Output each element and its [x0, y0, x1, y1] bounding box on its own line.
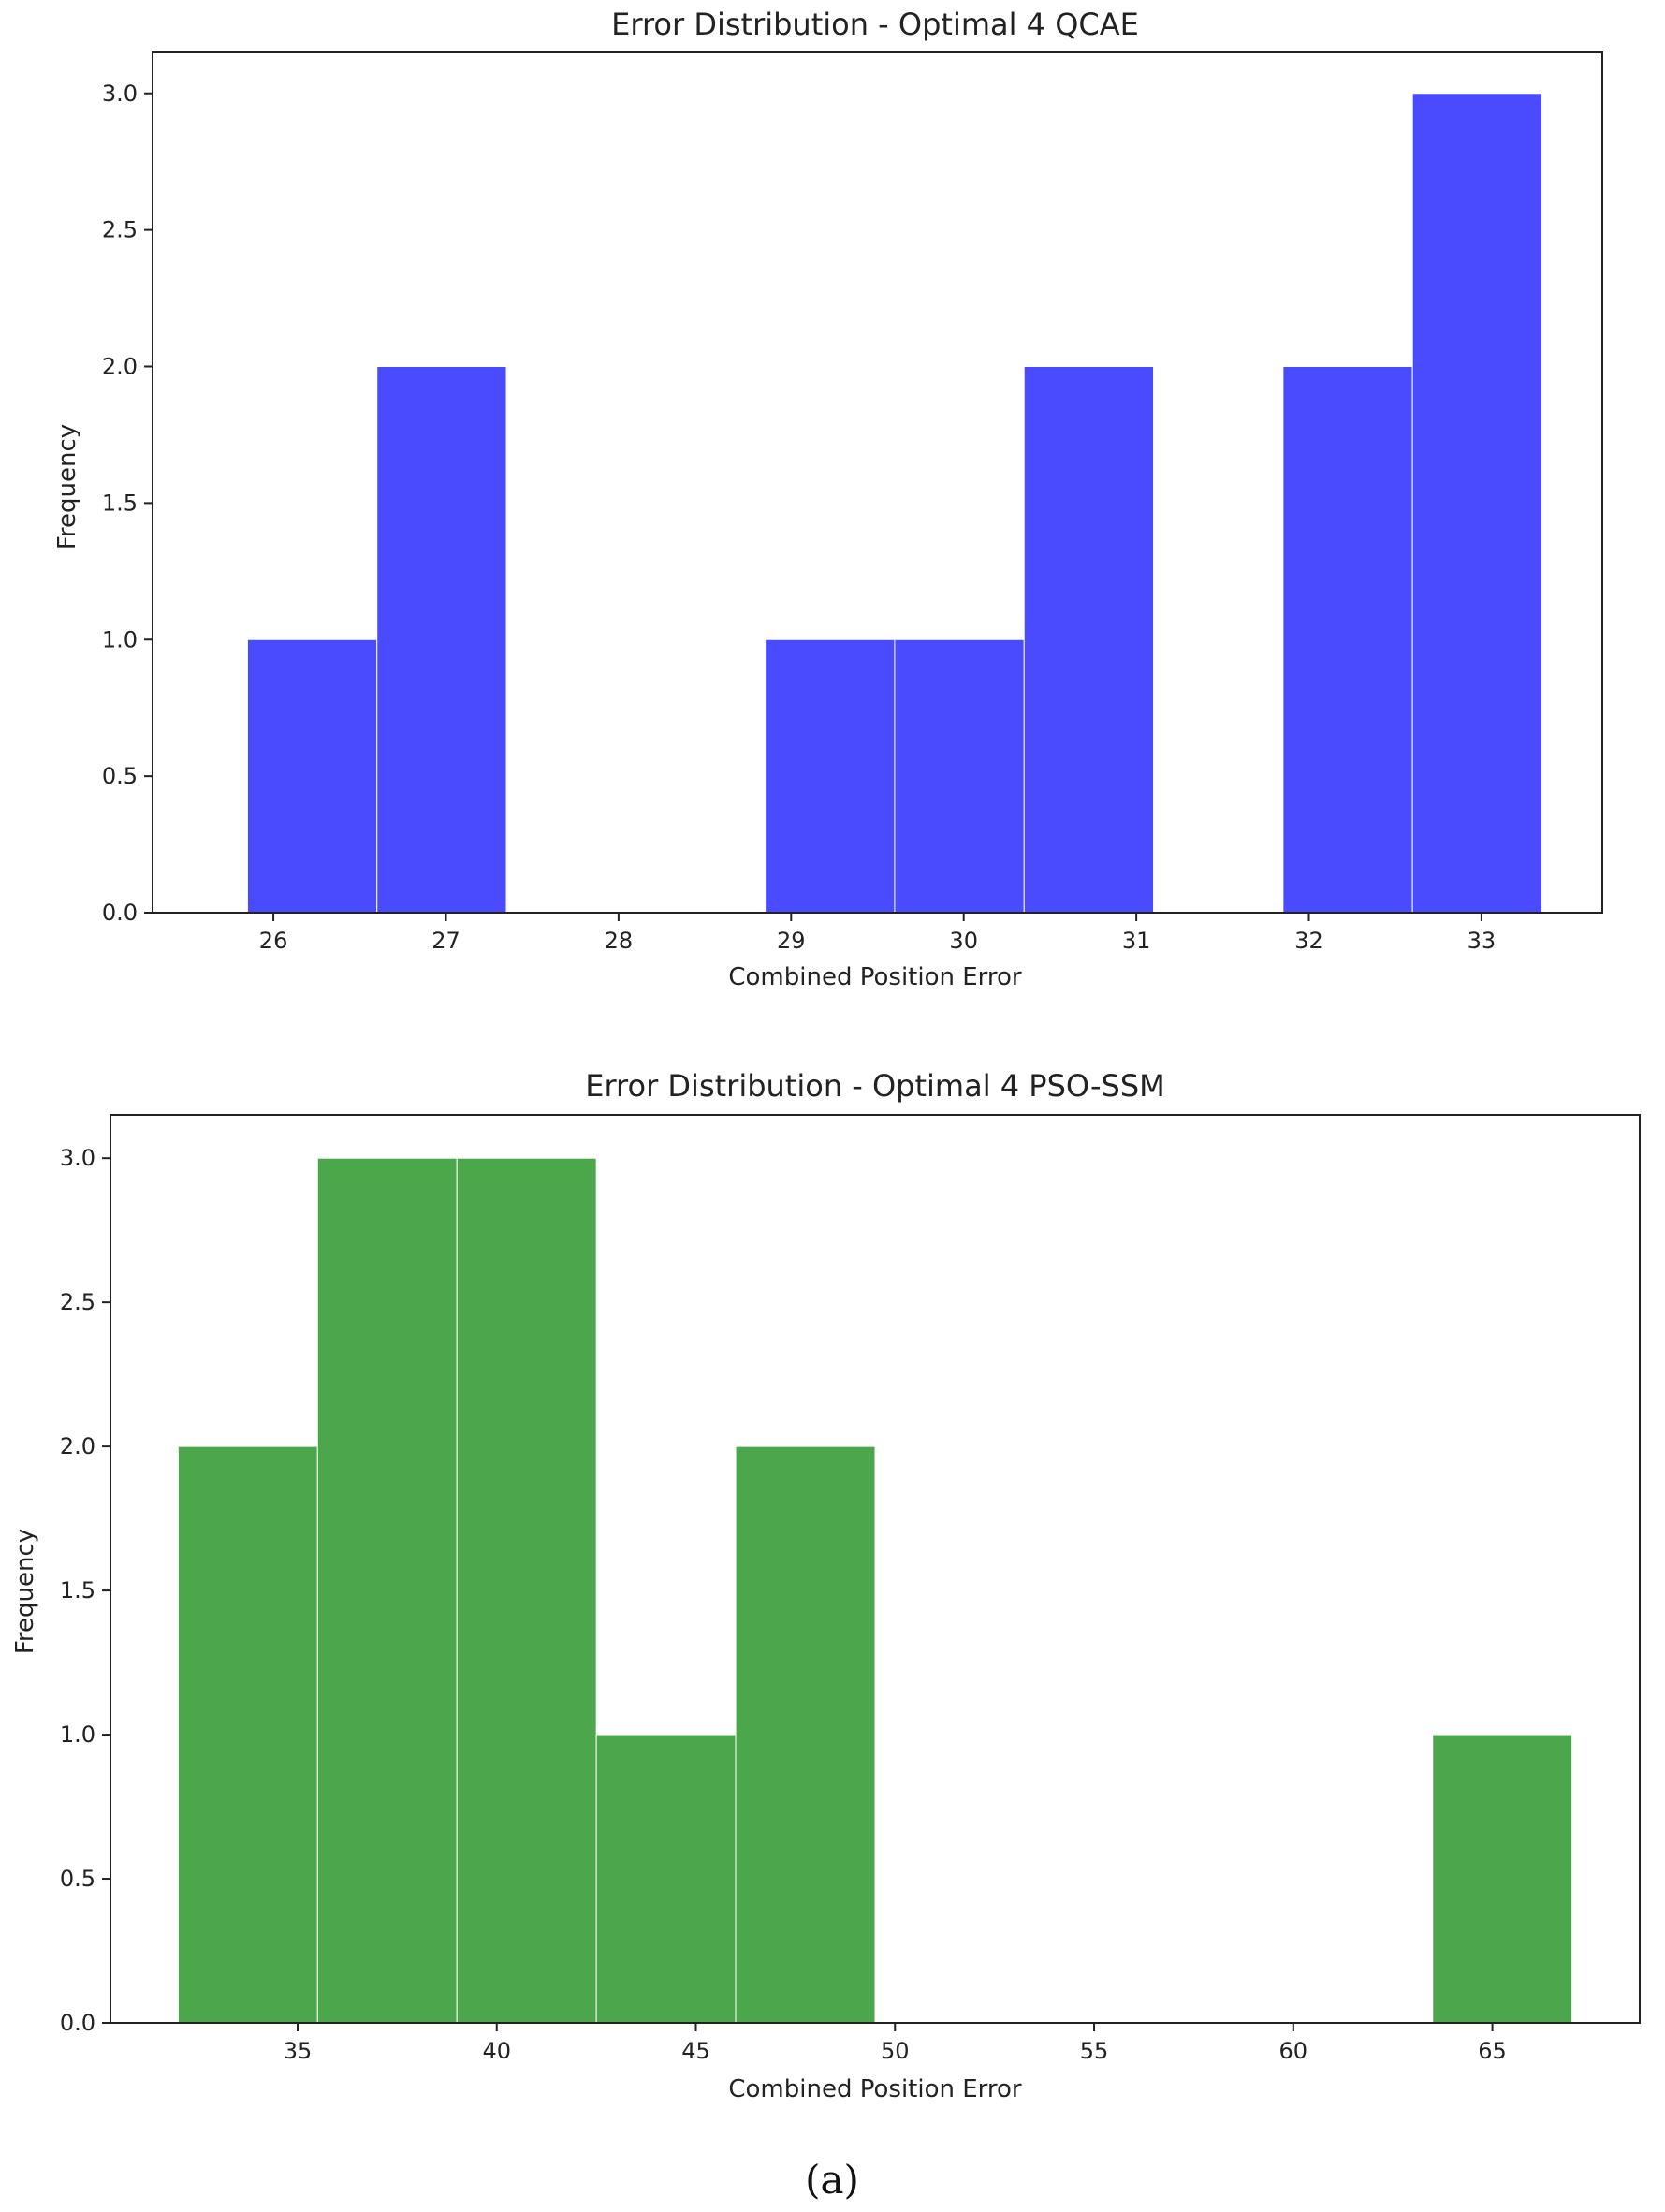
bars: [246, 93, 1542, 914]
histogram-bar: [735, 1445, 876, 2024]
chart-title: Error Distribution - Optimal 4 PSO-SSM: [585, 1068, 1165, 1104]
x-tick-label: 60: [1279, 2038, 1308, 2064]
x-tick-label: 55: [1080, 2038, 1109, 2064]
y-tick-label: 1.0: [102, 626, 138, 652]
histogram-bar: [1411, 93, 1542, 914]
x-tick-label: 28: [605, 928, 634, 954]
histogram-bar: [456, 1157, 597, 2024]
histogram-bar: [376, 366, 507, 914]
plot-frame: [152, 51, 1603, 914]
histogram-bar: [765, 638, 896, 914]
ticks: 35 40 45 50 55 60 65 0.0 0.5 1.0 1.5 2.0 2.5 3.0: [60, 1145, 1507, 2064]
histogram-bar: [177, 1445, 318, 2024]
y-tick-label: 3.0: [102, 81, 138, 107]
figure-caption: (a): [805, 2157, 859, 2203]
bars: [177, 1157, 1573, 2024]
y-tick-label: 2.0: [102, 354, 138, 380]
x-tick-label: 35: [284, 2038, 313, 2064]
y-axis-label: Frequency: [11, 1529, 39, 1654]
y-tick-label: 0.5: [60, 1866, 95, 1892]
histogram-bar: [1282, 366, 1413, 914]
x-tick-label: 27: [431, 928, 460, 954]
histogram-bar: [246, 638, 378, 914]
x-tick-label: 40: [482, 2038, 511, 2064]
x-tick-label: 45: [681, 2038, 710, 2064]
histogram-bar: [1432, 1734, 1573, 2024]
y-tick-label: 3.0: [60, 1145, 95, 1171]
x-tick-label: 26: [259, 928, 288, 954]
y-tick-label: 2.0: [60, 1433, 95, 1459]
y-tick-label: 1.5: [102, 490, 138, 516]
x-axis-label: Combined Position Error: [728, 963, 1022, 991]
y-tick-label: 0.0: [102, 900, 138, 926]
x-tick-label: 50: [881, 2038, 910, 2064]
x-axis-label: Combined Position Error: [728, 2075, 1022, 2103]
histogram-bar: [316, 1157, 458, 2024]
histogram-bar: [595, 1734, 737, 2024]
y-tick-label: 0.5: [102, 763, 138, 789]
x-tick-label: 31: [1122, 928, 1151, 954]
x-tick-label: 30: [949, 928, 978, 954]
y-tick-label: 1.5: [60, 1577, 95, 1604]
y-tick-label: 0.0: [60, 2010, 95, 2036]
y-tick-label: 2.5: [60, 1289, 95, 1315]
x-tick-label: 32: [1294, 928, 1323, 954]
histogram-bar: [894, 638, 1025, 914]
y-tick-label: 2.5: [102, 217, 138, 243]
qcae-histogram: Error Distribution - Optimal 4 QCAE Comb…: [53, 7, 1603, 991]
x-tick-label: 65: [1478, 2038, 1507, 2064]
plot-frame: [110, 1114, 1641, 2024]
ticks: 26 27 28 29 30 31 32 33 0.0 0.5 1.0 1.5 2.0 2.5 3.0: [102, 81, 1496, 954]
y-tick-label: 1.0: [60, 1721, 95, 1748]
chart-title: Error Distribution - Optimal 4 QCAE: [611, 7, 1139, 42]
y-axis-label: Frequency: [53, 424, 81, 549]
pso-ssm-histogram: Error Distribution - Optimal 4 PSO-SSM C…: [11, 1068, 1641, 2103]
x-tick-label: 29: [777, 928, 806, 954]
x-tick-label: 33: [1468, 928, 1497, 954]
histogram-bar: [1023, 366, 1155, 914]
